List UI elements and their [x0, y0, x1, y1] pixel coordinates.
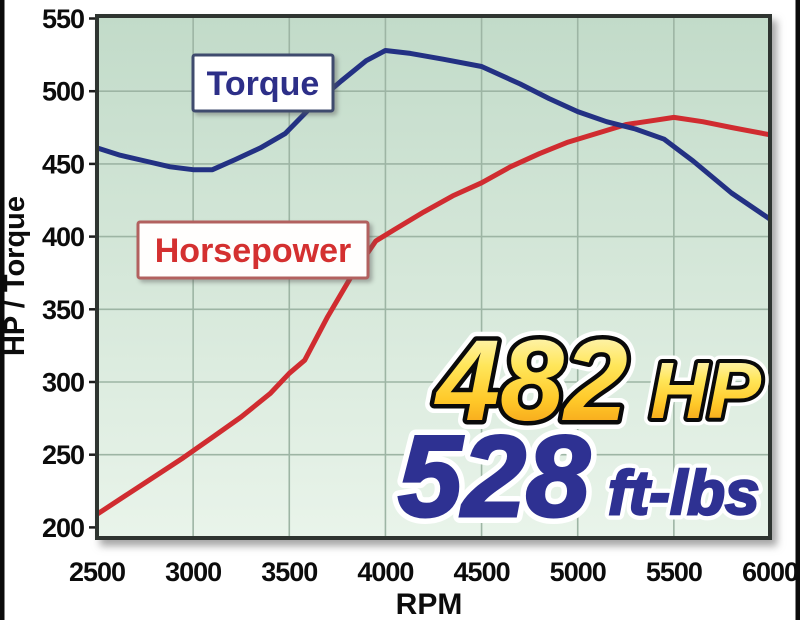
x-tick-label: 5500	[646, 557, 702, 587]
x-axis-title: RPM	[396, 588, 463, 620]
x-tick-label: 3500	[261, 557, 317, 587]
peak-torque-annotation: 528 ft-lbs 528 ft-lbs	[391, 406, 765, 548]
horsepower-series-label: Horsepower	[136, 220, 370, 280]
peak-hp-annotation: 482 HP 482 HP	[425, 308, 769, 454]
y-tick-label: 250	[42, 440, 84, 470]
horsepower-curve	[97, 114, 770, 517]
x-tick-label: 4500	[454, 557, 510, 587]
peak-hp-unit: HP	[650, 346, 762, 435]
right-frame-bar	[795, 0, 800, 620]
y-tick-label: 300	[42, 368, 84, 398]
left-frame-bar	[0, 0, 5, 620]
torque-series-label-text: Torque	[207, 65, 320, 103]
x-axis-tick-labels: 2500 3000 3500 4000 4500 5000 5500 6000	[69, 557, 799, 587]
y-tick-label: 500	[42, 77, 84, 107]
y-tick-label: 200	[42, 513, 84, 543]
peak-hp-value: 482	[434, 317, 628, 445]
y-tick-label: 400	[42, 222, 84, 252]
y-tick-label: 350	[42, 295, 84, 325]
y-tick-label: 450	[42, 149, 84, 179]
x-tick-label: 3000	[165, 557, 221, 587]
gridlines	[97, 16, 770, 538]
torque-curve	[97, 48, 770, 222]
y-tick-label: 550	[42, 4, 84, 34]
curves	[97, 48, 770, 517]
peak-torque-value: 528	[398, 413, 590, 541]
horsepower-series-label-text: Horsepower	[155, 232, 352, 270]
peak-torque-unit-halo: ft-lbs	[608, 459, 760, 528]
x-tick-label: 4000	[357, 557, 413, 587]
peak-torque-value-halo: 528	[398, 413, 590, 541]
torque-series-label: Torque	[191, 53, 335, 113]
peak-hp-unit-halo: HP	[650, 346, 762, 435]
y-axis-title: HP / Torque	[0, 196, 31, 356]
peak-torque-unit: ft-lbs	[608, 459, 760, 528]
y-axis-tick-labels: 200 250 300 350 400 450 500 550	[42, 4, 85, 543]
plot-border	[95, 14, 772, 540]
peak-hp-value-halo: 482	[434, 317, 628, 445]
x-tick-label: 2500	[69, 557, 125, 587]
x-tick-label: 6000	[742, 557, 798, 587]
x-tick-label: 5000	[550, 557, 606, 587]
